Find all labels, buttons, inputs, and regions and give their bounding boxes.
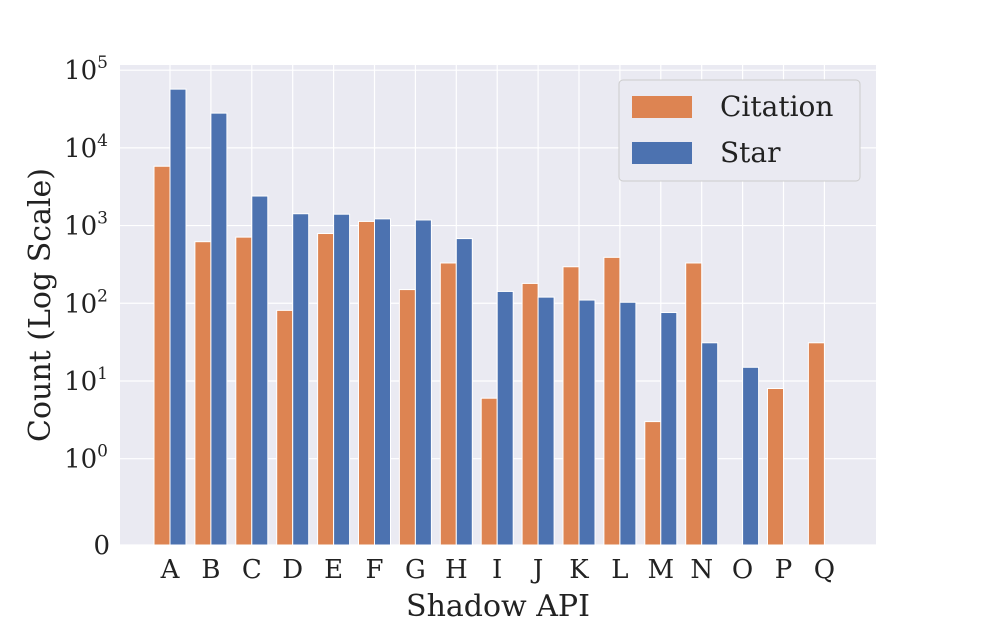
bar-star-H [455,238,473,546]
bars [153,88,825,546]
x-tick-label: N [690,555,713,585]
legend: Citation Star [618,79,861,182]
x-tick-label: H [445,555,468,585]
bar-star-J [537,296,555,546]
bar-star-N [701,342,719,546]
bar-citation-K [562,266,580,546]
bar-citation-J [521,282,539,546]
bar-citation-F [358,220,375,546]
bar-citation-G [398,289,416,546]
bar-citation-L [603,256,621,546]
x-tick-label: J [530,555,543,585]
bar-citation-M [644,421,662,546]
bar-star-I [496,290,514,546]
y-tick-labels: 0 100 101 102 103 104 105 [64,53,110,561]
x-axis-label: Shadow API [406,589,590,624]
bar-star-C [251,195,269,546]
bar-citation-E [317,233,335,546]
x-tick-label: L [611,555,628,585]
bar-citation-N [685,262,703,546]
bar-star-G [414,219,432,546]
bar-star-F [374,218,391,546]
x-tick-label: B [201,555,220,585]
bar-star-A [169,88,187,546]
x-tick-label: Q [814,555,835,585]
x-tick-label: M [647,555,674,585]
y-tick-label: 101 [64,364,108,397]
bar-star-B [210,112,228,546]
legend-label-citation: Citation [720,90,833,123]
y-tick-label: 100 [64,442,108,475]
x-tick-label: C [242,555,262,585]
bar-citation-D [276,309,294,546]
y-tick-label: 103 [64,209,108,242]
y-axis-label: Count (Log Scale) [23,168,58,442]
legend-label-star: Star [720,136,781,169]
x-tick-label: E [324,555,343,585]
x-tick-label: D [282,555,303,585]
bar-star-L [619,301,637,546]
bar-citation-P [767,387,784,546]
legend-swatch-star [632,142,692,164]
x-tick-label: F [365,555,383,585]
x-tick-label: K [569,555,589,585]
bar-citation-H [439,262,457,546]
y-tick-label: 102 [64,286,108,319]
x-tick-label: P [775,555,793,585]
x-tick-label: O [732,555,753,585]
bar-star-D [292,213,310,546]
y-tick-label: 105 [64,53,108,86]
bar-star-M [660,312,678,546]
bar-star-K [578,299,596,546]
legend-swatch-citation [632,96,692,118]
x-tick-label: A [160,555,181,585]
bar-citation-A [153,165,171,546]
y-tick-label: 0 [93,531,110,561]
bar-star-O [742,366,760,546]
bar-citation-Q [807,342,825,546]
bar-star-E [333,213,351,546]
bar-citation-I [480,397,498,546]
bar-citation-B [194,241,212,546]
y-tick-label: 104 [64,131,108,164]
x-tick-label: I [492,555,502,585]
x-tick-label: G [405,555,426,585]
bar-citation-C [235,236,253,546]
